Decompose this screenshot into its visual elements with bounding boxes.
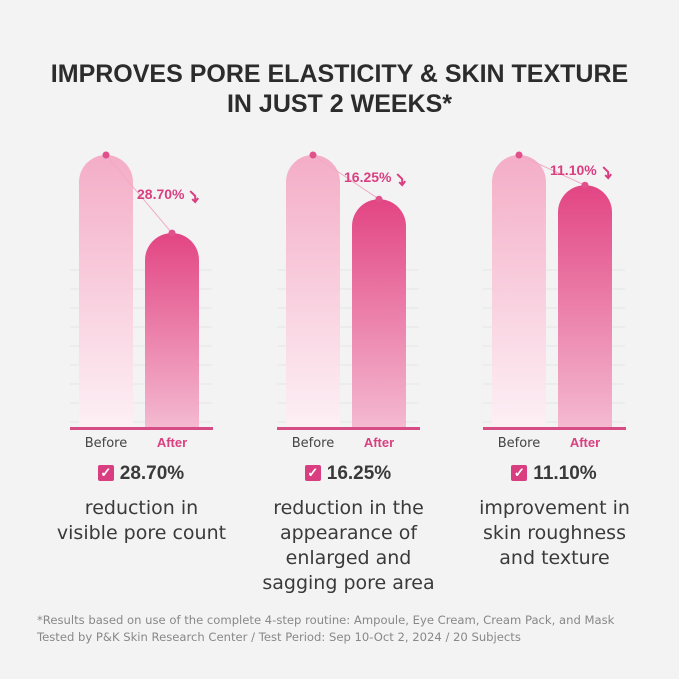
description-line: reduction in the (273, 497, 424, 519)
headline-line-2: IN JUST 2 WEEKS* (226, 90, 453, 118)
category-label-before: Before (85, 436, 128, 451)
before-marker (309, 151, 317, 159)
result-description: reduction in the appearance of enlarged an… (241, 496, 456, 596)
description-line: visible pore count (56, 522, 227, 544)
result-percent: ✓ 16.25% (248, 463, 448, 485)
connector-line (518, 154, 586, 186)
baseline (483, 427, 626, 430)
down-arrow-icon (396, 173, 404, 185)
before-bar (492, 155, 546, 427)
headline-line-1: IMPROVES PORE ELASTICITY & SKIN TEXTURE (50, 60, 629, 88)
down-arrow-icon (189, 190, 197, 202)
change-label: 16.25% (344, 169, 392, 185)
arrow-head (604, 173, 612, 180)
category-label-after: After (364, 435, 394, 450)
category-label-before: Before (498, 436, 541, 451)
chart-group-1: 28.70% Before After (70, 151, 213, 451)
before-bar (79, 155, 133, 427)
after-bar (558, 185, 612, 427)
checkbox-icon: ✓ (304, 465, 321, 481)
chart-group-2: 16.25% Before After (277, 151, 420, 451)
description-line: sagging pore area (262, 572, 435, 594)
before-marker (515, 151, 523, 159)
description-line: reduction in (84, 497, 199, 519)
after-marker (168, 229, 176, 237)
description-line: skin roughness (483, 522, 626, 544)
arrow-head (191, 197, 199, 204)
after-marker (375, 195, 383, 203)
result-value: 11.10% (533, 463, 597, 484)
connector-line (105, 154, 173, 234)
before-bar (286, 155, 340, 427)
result-value: 28.70% (119, 463, 185, 484)
description-line: appearance of (279, 522, 418, 544)
baseline (70, 427, 213, 430)
footnote-line-2: Tested by P&K Skin Research Center / Tes… (37, 630, 521, 644)
category-label-after: After (570, 435, 600, 450)
arrow-head (398, 180, 406, 187)
footnote-line-1: *Results based on use of the complete 4-… (37, 613, 615, 627)
change-label: 28.70% (137, 186, 185, 202)
result-percent: ✓ 28.70% (41, 463, 241, 485)
before-marker (102, 151, 110, 159)
chart-group-3: 11.10% Before After (483, 151, 626, 451)
description-line: improvement in (479, 497, 630, 519)
after-marker (581, 181, 589, 189)
checkbox-icon: ✓ (97, 465, 114, 481)
category-label-before: Before (292, 436, 335, 451)
category-label-after: After (157, 435, 187, 450)
connector-line (312, 154, 380, 200)
after-bar (145, 233, 199, 427)
down-arrow-icon (602, 166, 610, 178)
description-line: enlarged and (285, 547, 412, 569)
result-percent: ✓ 11.10% (454, 463, 654, 485)
change-label: 11.10% (550, 162, 597, 178)
result-description: improvement in skin roughness and texture (447, 496, 662, 571)
after-bar (352, 199, 406, 427)
baseline (277, 427, 420, 430)
description-line: and texture (499, 547, 610, 569)
result-description: reduction in visible pore count (34, 496, 249, 546)
result-value: 16.25% (326, 463, 392, 484)
checkbox-icon: ✓ (511, 465, 528, 481)
